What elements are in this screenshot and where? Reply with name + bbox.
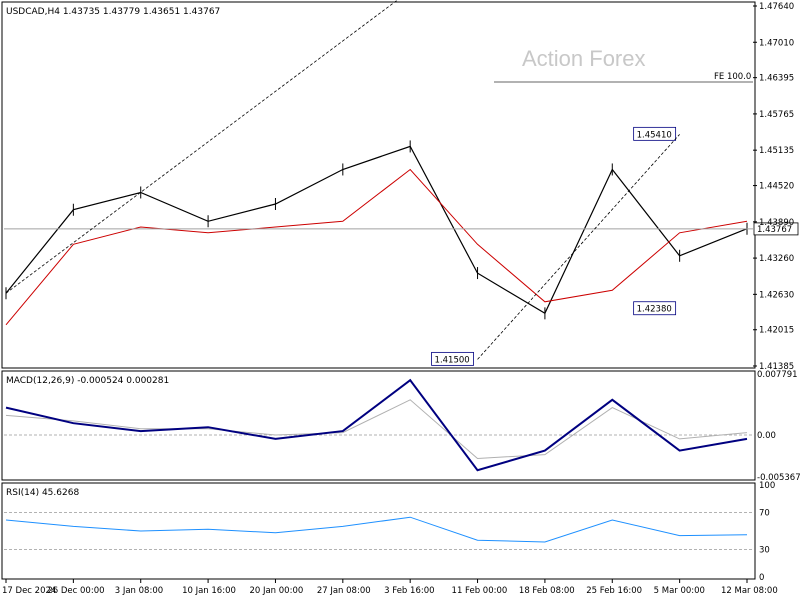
price-tick-label: 1.41385 xyxy=(759,362,794,372)
current-price-box xyxy=(753,222,799,236)
projection-line xyxy=(5,0,399,294)
price-annotation-label: 1.41500 xyxy=(435,355,470,365)
rsi-tick-label: 100 xyxy=(759,481,775,491)
price-tick-label: 1.47640 xyxy=(759,2,794,12)
price-tick-label: 1.42630 xyxy=(759,290,794,300)
macd-series-layer: 0.007791 0.00 -0.005367 xyxy=(4,370,800,483)
macd-tick-label: 0.00 xyxy=(757,431,776,441)
price-annotation-label: 1.45410 xyxy=(637,130,672,140)
rsi-line xyxy=(5,516,748,543)
x-tick-label: 27 Jan 08:00 xyxy=(317,586,371,596)
chart-title: USDCAD,H4 1.43735 1.43779 1.43651 1.4376… xyxy=(6,7,220,17)
projection-line xyxy=(477,134,680,360)
macd-signal-line xyxy=(5,399,748,460)
x-tick-label: 11 Feb 00:00 xyxy=(452,586,508,596)
price-series-line xyxy=(5,145,748,315)
current-price-label: 1.43767 xyxy=(757,225,792,235)
macd-tick-label: -0.005367 xyxy=(757,473,800,483)
price-panel xyxy=(1,1,756,369)
price-tick-label: 1.45765 xyxy=(759,110,794,120)
price-tick-label: 1.44520 xyxy=(759,182,794,192)
price-series-layer xyxy=(5,140,748,326)
price-annotation-box xyxy=(633,126,677,141)
macd-tick-label: 0.007791 xyxy=(757,370,798,380)
rsi-tick-label: 30 xyxy=(759,545,770,555)
price-tick-label: 1.47010 xyxy=(759,38,794,48)
rsi-tick-label: 70 xyxy=(759,509,770,519)
price-tick-label: 1.42015 xyxy=(759,326,794,336)
price-tick-label: 1.45135 xyxy=(759,146,794,156)
x-tick-label: 12 Mar 08:00 xyxy=(721,586,778,596)
price-annotation-box xyxy=(633,301,677,316)
x-tick-label: 5 Mar 00:00 xyxy=(654,586,705,596)
price-tick-label: 1.43260 xyxy=(759,254,794,264)
x-tick-label: 26 Dec 00:00 xyxy=(47,586,104,596)
x-tick-label: 18 Feb 08:00 xyxy=(519,586,575,596)
moving-average-line xyxy=(5,168,748,326)
macd-panel xyxy=(1,370,756,481)
price-tick-label: 1.46395 xyxy=(759,74,794,84)
rsi-tick-label: 0 xyxy=(759,573,764,583)
rsi-title: RSI(14) 45.6268 xyxy=(6,488,79,498)
fe-level-label: FE 100.0 xyxy=(714,72,751,82)
watermark-text: Action Forex xyxy=(522,46,646,71)
x-tick-label: 10 Jan 16:00 xyxy=(182,586,236,596)
price-tick-label: 1.43890 xyxy=(759,218,794,228)
x-tick-label: 3 Feb 16:00 xyxy=(384,586,434,596)
price-annotation-label: 1.42380 xyxy=(637,305,672,315)
x-tick-label: 25 Feb 16:00 xyxy=(586,586,642,596)
rsi-panel xyxy=(1,482,756,580)
x-tick-label: 20 Jan 00:00 xyxy=(249,586,303,596)
x-tick-label: 3 Jan 08:00 xyxy=(115,586,163,596)
macd-title: MACD(12,26,9) -0.000524 0.000281 xyxy=(6,376,169,386)
price-annotation-box xyxy=(431,351,474,366)
x-tick-label: 17 Dec 2024 xyxy=(2,586,56,596)
macd-main-line xyxy=(5,378,748,472)
rsi-series-layer: 100 70 30 0 xyxy=(4,481,775,583)
